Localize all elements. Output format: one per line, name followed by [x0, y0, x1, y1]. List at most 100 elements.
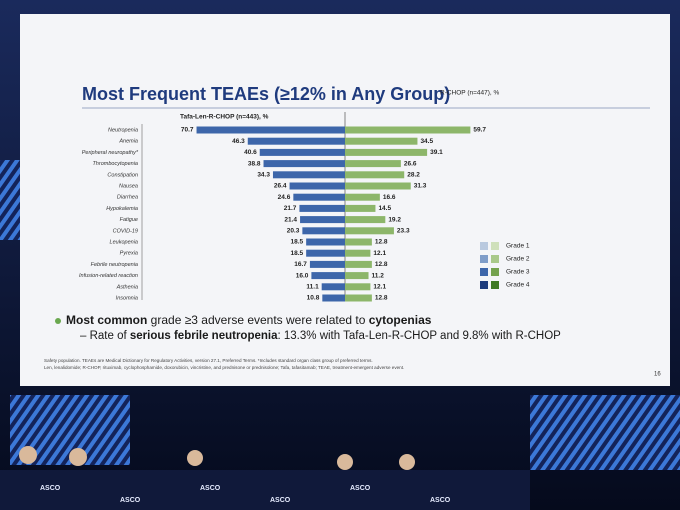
bullet-run: serious febrile neutropenia: [130, 330, 278, 342]
value-label: 12.1: [373, 284, 386, 291]
bullet-run: grade ≥3 adverse events were related to: [147, 313, 368, 327]
category-label: COVID-19: [113, 228, 138, 234]
bullet-run: Most common: [66, 313, 147, 327]
value-label: 11.2: [372, 272, 385, 279]
category-label: Hypokalemia: [106, 206, 138, 212]
bar: [306, 249, 345, 257]
bar: [345, 137, 418, 145]
bar: [345, 171, 405, 179]
bar: [345, 204, 376, 212]
panelists: [19, 446, 415, 470]
value-label: 70.7: [181, 127, 194, 134]
value-label: 21.4: [284, 216, 297, 223]
category-label: Fatigue: [120, 217, 138, 223]
legend-label: Grade 4: [506, 282, 530, 289]
category-label: Pyrexia: [120, 251, 138, 257]
legend-swatch: [480, 268, 488, 276]
category-label: Insomnia: [116, 295, 138, 301]
stage-banner: ASCO: [270, 497, 291, 504]
value-label: 31.3: [414, 183, 427, 190]
value-label: 18.5: [290, 250, 303, 257]
value-label: 38.8: [248, 160, 261, 167]
bar: [345, 249, 371, 257]
value-label: 34.5: [420, 138, 433, 145]
value-label: 16.6: [383, 194, 396, 201]
bar: [299, 204, 345, 212]
category-label: Febrile neutropenia: [91, 262, 138, 268]
value-label: 20.3: [287, 228, 300, 235]
bar: [300, 216, 345, 224]
stage-banner: ASCO: [120, 497, 141, 504]
value-label: 26.4: [274, 183, 287, 190]
value-label: 16.0: [296, 272, 309, 279]
bar: [322, 294, 345, 302]
stage-banner: ASCO: [350, 485, 371, 492]
bar: [345, 294, 372, 302]
legend-swatch: [491, 268, 499, 276]
series-header: Tafa-Len-R-CHOP (n=443), %: [180, 114, 269, 121]
bar: [272, 171, 345, 179]
value-label: 19.2: [388, 216, 401, 223]
value-label: 12.8: [375, 295, 388, 302]
stage-banner: ASCO: [200, 485, 221, 492]
bar: [345, 238, 372, 246]
bullet-run: : 13.3% with Tafa-Len-R-CHOP and 9.8% wi…: [278, 330, 562, 342]
footnote: Len, lenalidomide; R-CHOP, rituximab, cy…: [44, 365, 404, 370]
bar: [345, 148, 428, 156]
stage-stripes: [530, 395, 680, 470]
value-label: 21.7: [284, 205, 297, 212]
bar: [247, 137, 345, 145]
value-label: 12.1: [373, 250, 386, 257]
category-label: Anemia: [118, 139, 138, 145]
bar: [345, 216, 386, 224]
value-label: 46.3: [232, 138, 245, 145]
page-number: 16: [654, 372, 661, 378]
category-label: Nausea: [119, 183, 138, 189]
legend-swatch: [480, 242, 488, 250]
category-label: Asthenia: [116, 284, 138, 290]
category-label: Leukopenia: [110, 239, 138, 245]
value-label: 10.8: [307, 295, 320, 302]
bar: [293, 193, 345, 201]
footnote: Safety population. TEAEs are Medical Dic…: [44, 358, 373, 363]
legend-swatch: [491, 255, 499, 263]
stage-banner: ASCO: [40, 485, 61, 492]
legend-swatch: [480, 281, 488, 289]
bullet-run: cytopenias: [369, 313, 432, 327]
series-header: R-CHOP (n=447), %: [440, 90, 500, 97]
value-label: 23.3: [397, 228, 410, 235]
category-label: Infusion-related reaction: [79, 273, 138, 279]
bar: [345, 260, 372, 268]
bullet-dot: [55, 318, 61, 324]
bar: [345, 283, 371, 291]
bullet: – Rate of serious febrile neutropenia: 1…: [80, 330, 561, 342]
value-label: 34.3: [257, 172, 270, 179]
bar: [345, 193, 380, 201]
legend-label: Grade 2: [506, 256, 530, 263]
bar: [306, 238, 345, 246]
value-label: 59.7: [473, 127, 486, 134]
bar: [309, 260, 345, 268]
bar: [345, 272, 369, 280]
stage-banner: ASCO: [430, 497, 451, 504]
bar: [345, 182, 411, 190]
value-label: 18.5: [290, 239, 303, 246]
bullet: Most common grade ≥3 adverse events were…: [66, 313, 432, 327]
value-label: 39.1: [430, 149, 443, 156]
bar: [345, 160, 401, 168]
value-label: 16.7: [294, 261, 307, 268]
value-label: 11.1: [306, 284, 319, 291]
bar: [263, 160, 345, 168]
category-label: Peripheral neuropathy*: [82, 150, 139, 156]
value-label: 12.8: [375, 261, 388, 268]
category-label: Diarrhea: [117, 195, 138, 201]
legend-swatch: [491, 281, 499, 289]
bar: [345, 126, 471, 134]
bar: [259, 148, 345, 156]
category-label: Neutropenia: [108, 127, 138, 133]
value-label: 26.6: [404, 160, 417, 167]
legend-label: Grade 1: [506, 243, 530, 250]
bar: [302, 227, 345, 235]
category-label: Constipation: [107, 172, 138, 178]
